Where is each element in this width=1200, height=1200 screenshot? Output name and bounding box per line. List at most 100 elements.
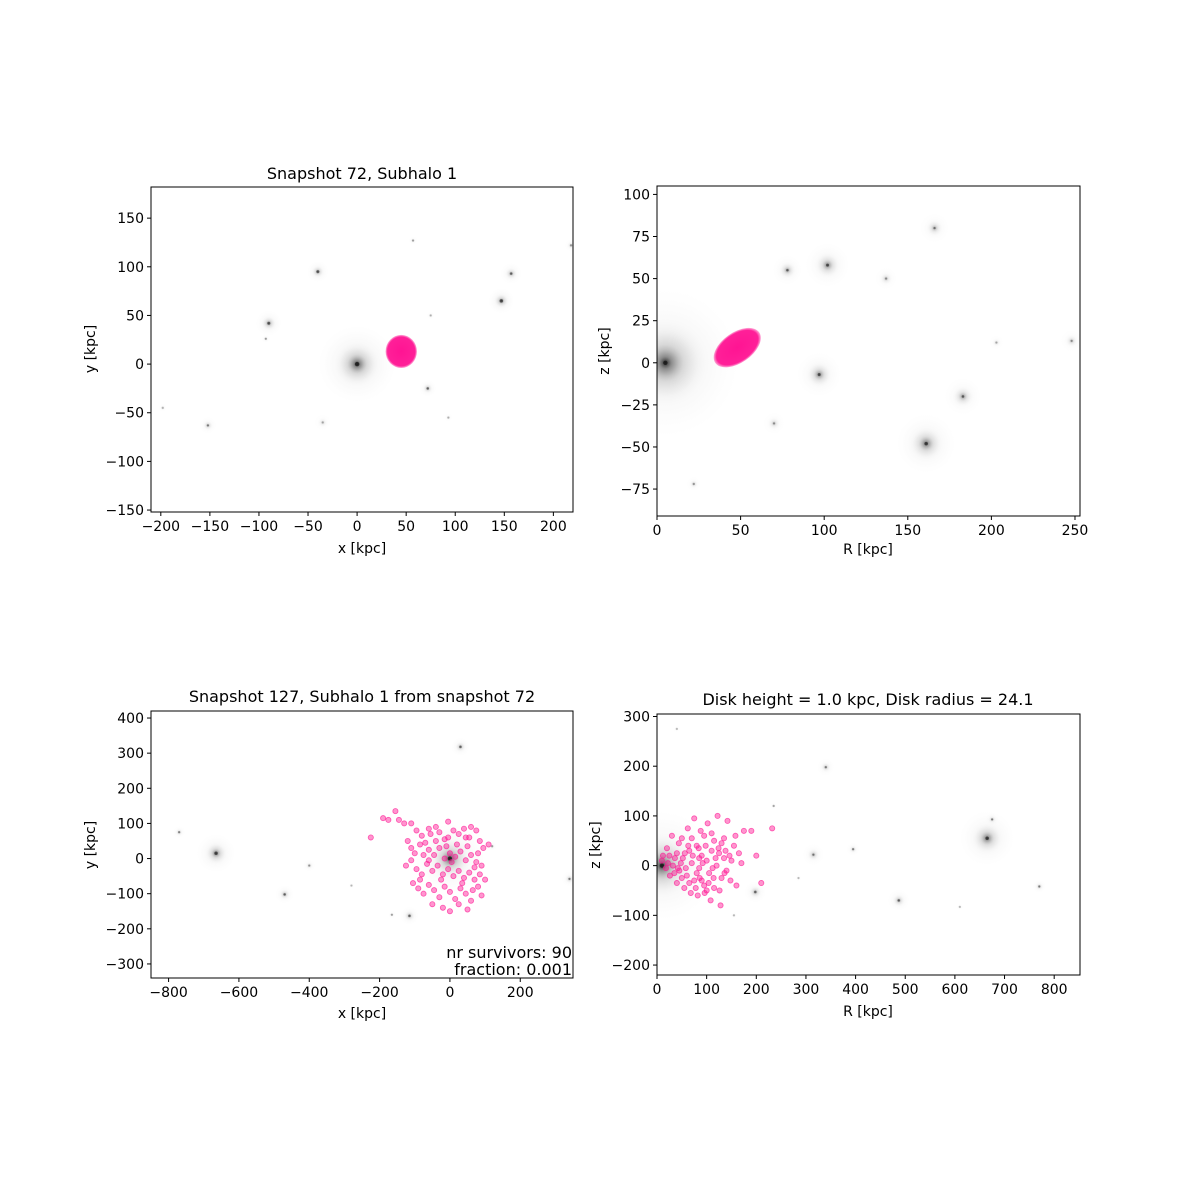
survivor-point [658,857,665,864]
survivor-point [450,873,457,880]
survivor-point [691,877,698,884]
survivor-point [726,852,733,859]
halo-body [809,364,830,385]
halo-body [280,890,289,899]
halo-core [675,727,679,731]
x-axis-label: x [kpc] [338,1006,386,1022]
y-tick-label: −75 [620,482,650,498]
y-tick-label: 50 [632,272,650,288]
halo-body [850,846,857,853]
halo-core [772,422,776,425]
survivor-point [408,845,415,852]
panel-top-right: 0 50 100 150 200 250 −75 −50 −25 0 25 50 75 100 R [k… [597,185,1088,558]
halo-body [797,876,800,880]
axes-frame [656,713,1081,976]
survivor-point [462,834,469,841]
halo-layer [172,737,573,926]
survivor-point [758,880,765,887]
survivor-point [427,830,434,837]
survivor-point [425,825,432,832]
survivor-point [469,887,476,894]
survivor-layer [658,812,776,909]
halo-body [958,905,962,909]
survivor-point [446,850,453,857]
halo-body [893,895,904,906]
y-axis-label: z [kpc] [597,327,613,374]
survivor-point [678,835,685,842]
halo-body [456,742,465,752]
survivor-point [674,865,681,872]
survivor-point [476,837,483,844]
survivor-point [753,852,760,859]
halo-core [817,373,821,377]
survivor-point [429,867,436,874]
survivor-point [668,832,675,839]
survivor-point [413,866,420,873]
survivor-point [415,885,422,892]
survivor-point [662,865,669,872]
survivor-point [682,865,689,872]
survivor-point [464,906,471,913]
survivor-point [402,862,409,869]
y-axis-label: z [kpc] [588,821,604,868]
survivor-point [717,902,724,909]
survivor-point [659,852,666,859]
survivor-point [702,842,709,849]
halo-body [993,339,1000,346]
x-tick-label: −800 [149,985,187,1001]
x-tick-label: 0 [653,523,662,539]
halo-core [897,899,901,902]
survivor-point [684,825,691,832]
halo-core [753,890,757,894]
survivor-point [464,843,471,850]
survivor-point [439,871,446,878]
halo-core [264,337,268,340]
survivor-point [460,874,467,881]
survivor-point [436,829,443,836]
x-tick-label: 150 [894,523,921,539]
survivor-point [392,808,399,815]
survivor-point [445,866,452,873]
survivor-point [457,848,464,855]
halo-body [306,862,313,869]
x-tick-label: 200 [743,982,770,998]
y-ticks: −75 −50 −25 0 25 50 75 100 [620,187,657,498]
halo-body [160,405,165,410]
survivor-point [675,840,682,847]
survivor-point [468,852,475,859]
survivor-point [695,845,702,852]
survivor-point [671,855,678,862]
x-tick-label: −600 [220,985,258,1001]
survivor-point [480,845,487,852]
halo-core [884,277,888,280]
halo-core [509,272,513,275]
halo-core [812,853,815,856]
halo-core [426,387,430,390]
halo-core [490,845,494,848]
survivor-point [701,832,708,839]
halo-body [732,913,736,917]
survivor-point [691,815,698,822]
halo-body [881,273,892,284]
survivor-point [708,830,715,837]
survivor-point [696,855,703,862]
survivor-point [698,877,705,884]
survivor-point [418,871,425,878]
halo-body [203,421,212,430]
survivor-point [452,895,459,902]
y-axis-label: y [kpc] [83,325,99,373]
halo-core [824,765,828,769]
survivor-point [431,852,438,859]
halo-body [657,329,699,397]
survivor-point [425,846,432,853]
x-tick-label: 200 [540,519,567,535]
x-tick-label: 0 [445,985,454,1001]
survivor-point [459,880,466,887]
survivor-point [697,827,704,834]
y-ticks: −150 −100 −50 0 50 100 150 [106,211,151,519]
survivor-point [446,888,453,895]
halo-body [675,727,679,731]
y-tick-label: 0 [641,356,650,372]
halo-core [958,905,962,909]
survivor-point [466,869,473,876]
